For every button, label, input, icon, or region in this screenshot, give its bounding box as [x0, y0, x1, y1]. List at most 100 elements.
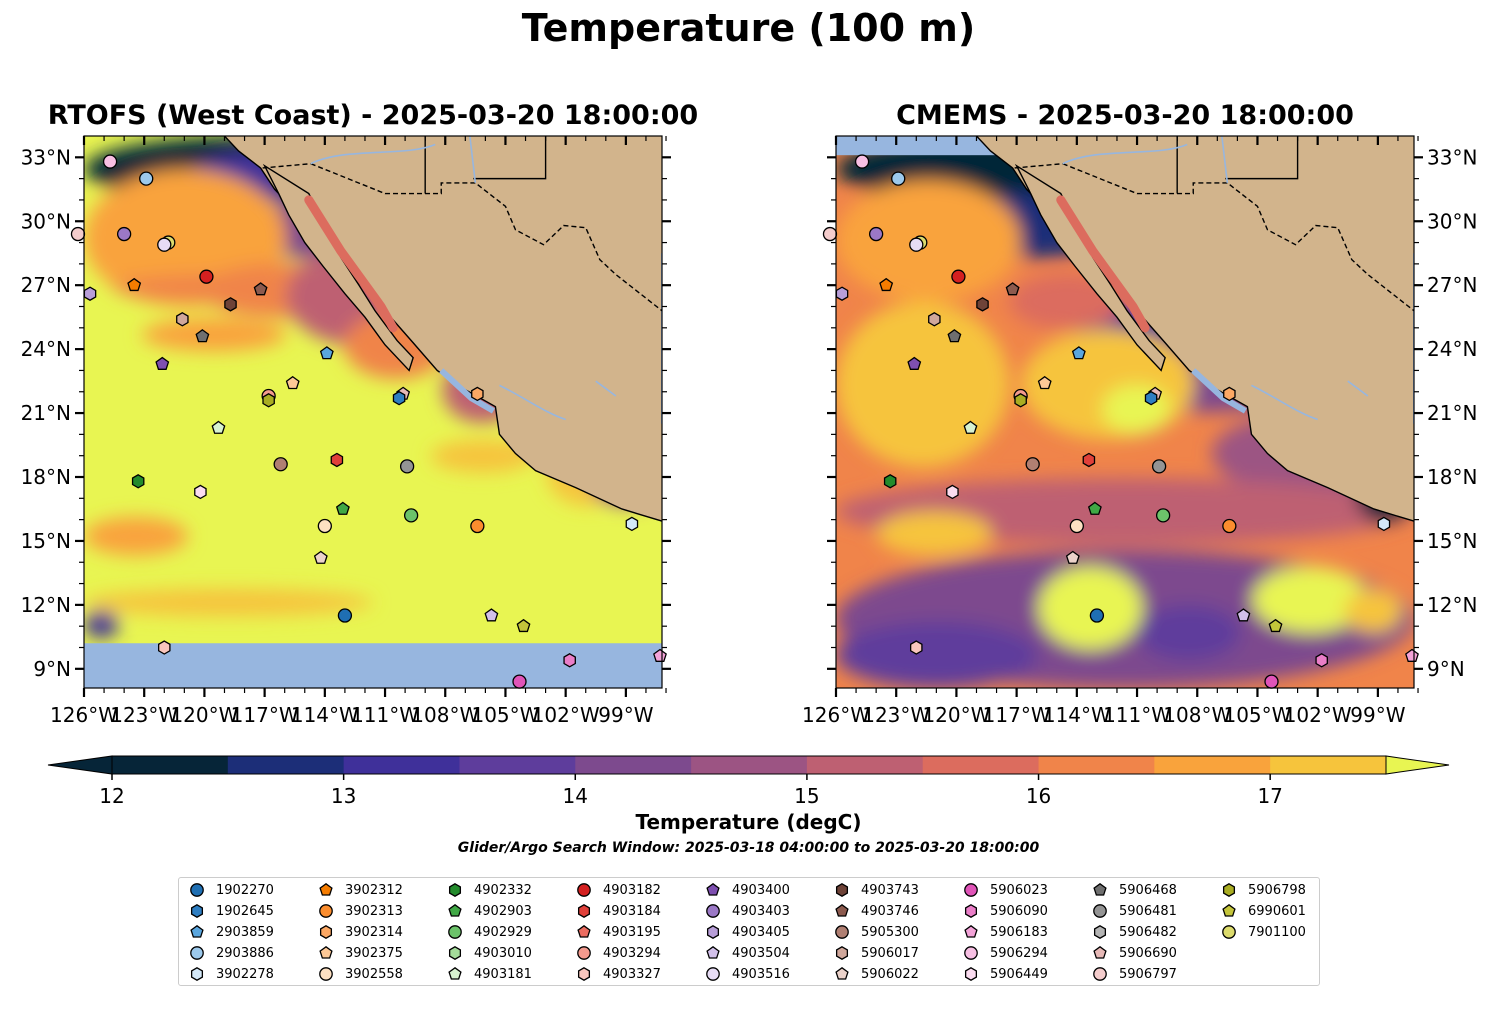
- legend-marker-icon: [319, 967, 333, 981]
- legend-item: 5906481: [1091, 901, 1177, 921]
- legend-marker-icon: [706, 882, 720, 896]
- colorbar-tick-label: 15: [794, 784, 819, 808]
- legend-item: 4903010: [446, 943, 532, 963]
- float-marker-4903743: [976, 297, 989, 312]
- legend-label: 4903195: [603, 924, 661, 940]
- float-marker-3902278: [625, 516, 639, 532]
- legend-item: 5906090: [962, 901, 1048, 921]
- lon-tick-label: 102°W: [532, 703, 600, 727]
- float-marker-4903403: [116, 226, 132, 242]
- legend-marker-icon: [1093, 967, 1107, 981]
- legend-label: 5905300: [861, 924, 919, 940]
- legend-label: 3902314: [345, 924, 403, 940]
- lat-tick-label: 27°N: [21, 273, 71, 297]
- lat-tick-label: 15°N: [1427, 529, 1477, 553]
- lon-tick-label: 114°W: [1043, 703, 1111, 727]
- colorbar-segment: [459, 756, 576, 774]
- float-marker-5906023: [512, 674, 527, 689]
- legend-marker-icon: [1222, 883, 1236, 897]
- float-marker-4902929: [403, 508, 419, 523]
- colorbar: 12 13 14 15 16 17: [47, 755, 1450, 808]
- legend-marker-icon: [964, 904, 978, 918]
- float-marker-3902375: [1037, 375, 1052, 390]
- colorbar-extend-high: [1385, 755, 1450, 775]
- legend-item: 2903886: [188, 943, 274, 963]
- legend-item: 4903184: [575, 901, 661, 921]
- legend-marker-icon: [577, 967, 591, 981]
- lon-tick-label: 108°W: [411, 703, 479, 727]
- lon-tick-label: 99°W: [598, 703, 653, 727]
- lat-tick-label: 12°N: [21, 593, 71, 617]
- lat-tick-label: 33°N: [1427, 145, 1477, 169]
- legend-label: 5906481: [1119, 903, 1177, 919]
- legend-marker-icon: [1093, 904, 1107, 918]
- float-marker-5906090: [1315, 653, 1328, 668]
- legend-label: 5906090: [990, 903, 1048, 919]
- float-marker-4903516: [157, 237, 172, 252]
- float-marker-4902332: [883, 474, 897, 489]
- float-marker-4903516: [909, 237, 924, 252]
- lon-tick-label: 114°W: [291, 703, 359, 727]
- legend-label: 4902903: [474, 903, 532, 919]
- float-marker-5906798: [1014, 393, 1027, 408]
- legend-label: 1902645: [216, 903, 274, 919]
- legend-label: 4903184: [603, 903, 661, 919]
- float-marker-4903182: [199, 269, 214, 284]
- lon-tick-label: 120°W: [170, 703, 238, 727]
- legend-marker-icon: [706, 967, 720, 981]
- float-marker-4903181: [211, 420, 226, 434]
- float-marker-5906797: [822, 226, 838, 242]
- lon-tick-label: 111°W: [1103, 703, 1171, 727]
- lon-tick-label: 99°W: [1350, 703, 1405, 727]
- legend-label: 4903400: [732, 882, 790, 898]
- legend-item: 1902645: [188, 901, 274, 921]
- float-marker-5906090: [563, 653, 576, 668]
- float-marker-3902558: [317, 518, 332, 534]
- legend-item: 3902314: [317, 922, 403, 942]
- legend-marker-icon: [448, 903, 462, 917]
- rtofs-map-panel: 126°W123°W120°W117°W114°W111°W108°W105°W…: [21, 135, 671, 727]
- map-figure: 126°W123°W120°W117°W114°W111°W108°W105°W…: [21, 135, 1477, 727]
- legend-item: 4903195: [575, 922, 661, 942]
- legend-item: 5906482: [1091, 922, 1177, 942]
- float-marker-5906294: [102, 154, 118, 169]
- lat-tick-label: 9°N: [1427, 657, 1465, 681]
- colorbar-segment: [575, 756, 692, 774]
- legend-item: 3902375: [317, 943, 403, 963]
- legend-marker-icon: [835, 946, 849, 960]
- float-marker-4903400: [155, 356, 170, 370]
- lat-tick-label: 30°N: [21, 209, 71, 233]
- float-marker-2903886: [139, 171, 154, 186]
- legend-item: 4903743: [833, 880, 919, 900]
- legend-item: 4903403: [704, 901, 790, 921]
- legend-label: 4903327: [603, 966, 661, 982]
- float-marker-5906468: [195, 329, 210, 343]
- float-marker-4903504: [1236, 608, 1251, 622]
- legend-label: 6990601: [1248, 903, 1306, 919]
- float-marker-4903743: [224, 297, 237, 312]
- colorbar-tick-label: 13: [331, 784, 356, 808]
- legend-item: 4903294: [575, 943, 661, 963]
- colorbar-segment: [227, 756, 345, 774]
- legend-item: 4902929: [446, 922, 532, 942]
- legend-marker-icon: [706, 904, 720, 918]
- float-marker-1902270: [1089, 608, 1105, 623]
- colorbar-extend-low: [47, 755, 113, 775]
- lat-tick-label: 9°N: [33, 657, 71, 681]
- lon-tick-label: 105°W: [1223, 703, 1291, 727]
- legend-label: 5906482: [1119, 924, 1177, 940]
- float-marker-2903859: [1071, 346, 1086, 360]
- float-marker-3902558: [1069, 518, 1084, 534]
- legend-label: 5906468: [1119, 882, 1177, 898]
- legend-item: 4903746: [833, 901, 919, 921]
- cmems-map-panel: 126°W123°W120°W117°W114°W111°W108°W105°W…: [802, 135, 1477, 727]
- float-marker-5905300: [273, 457, 288, 472]
- legend-label: 3902312: [345, 882, 403, 898]
- legend-marker-icon: [190, 946, 204, 960]
- legend-label: 4903181: [474, 966, 532, 982]
- colorbar-segment: [112, 756, 229, 774]
- legend-label: 4903403: [732, 903, 790, 919]
- legend-item: 4902903: [446, 901, 532, 921]
- float-marker-2903886: [891, 171, 906, 186]
- legend-marker-icon: [577, 924, 591, 938]
